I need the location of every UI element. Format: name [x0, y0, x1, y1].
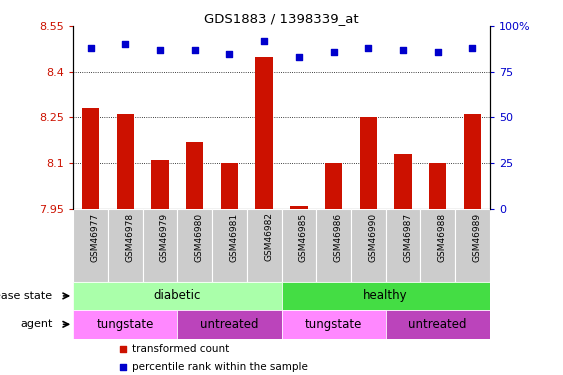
Text: diabetic: diabetic [154, 290, 201, 302]
Text: GSM46977: GSM46977 [91, 212, 100, 261]
Bar [177, 310, 282, 339]
Bar [256, 57, 273, 209]
Point [86, 45, 95, 51]
Point [120, 42, 129, 48]
Text: GSM46978: GSM46978 [125, 212, 134, 261]
Text: tungstate: tungstate [97, 318, 154, 331]
Text: GSM46986: GSM46986 [333, 212, 342, 261]
Text: GSM46987: GSM46987 [403, 212, 412, 261]
Bar [73, 310, 177, 339]
Bar [325, 163, 342, 209]
Bar [82, 108, 99, 209]
Text: healthy: healthy [363, 290, 408, 302]
Bar [117, 114, 134, 209]
Point [329, 49, 338, 55]
Text: GSM46989: GSM46989 [472, 212, 481, 261]
Bar [394, 154, 412, 209]
Text: untreated: untreated [409, 318, 467, 331]
Text: GSM46985: GSM46985 [299, 212, 308, 261]
Point [225, 51, 234, 57]
Bar [282, 282, 490, 310]
Text: percentile rank within the sample: percentile rank within the sample [132, 362, 307, 372]
Point [119, 364, 128, 370]
Bar [108, 209, 142, 282]
Bar [142, 209, 177, 282]
Bar [151, 160, 169, 209]
Bar [429, 163, 446, 209]
Bar [351, 209, 386, 282]
Text: GSM46980: GSM46980 [195, 212, 204, 261]
Point [155, 47, 164, 53]
Bar [464, 114, 481, 209]
Bar [212, 209, 247, 282]
Text: agent: agent [20, 319, 52, 329]
Text: GSM46990: GSM46990 [368, 212, 377, 261]
Text: untreated: untreated [200, 318, 258, 331]
Bar [386, 209, 421, 282]
Point [190, 47, 199, 53]
Bar [177, 209, 212, 282]
Text: GSM46982: GSM46982 [264, 212, 273, 261]
Point [434, 49, 443, 55]
Point [119, 346, 128, 352]
Bar [221, 163, 238, 209]
Bar [186, 142, 203, 209]
Bar [360, 117, 377, 209]
Point [364, 45, 373, 51]
Bar [73, 209, 108, 282]
Bar [386, 310, 490, 339]
Text: disease state: disease state [0, 291, 52, 301]
Bar [455, 209, 490, 282]
Text: GSM46981: GSM46981 [230, 212, 238, 261]
Point [468, 45, 477, 51]
Bar [73, 282, 282, 310]
Text: GSM46988: GSM46988 [438, 212, 446, 261]
Bar [282, 209, 316, 282]
Text: GSM46979: GSM46979 [160, 212, 169, 261]
Bar [316, 209, 351, 282]
Bar [290, 206, 307, 209]
Point [260, 38, 269, 44]
Bar [282, 310, 386, 339]
Bar [421, 209, 455, 282]
Text: transformed count: transformed count [132, 344, 229, 354]
Bar [247, 209, 282, 282]
Point [294, 54, 303, 60]
Text: tungstate: tungstate [305, 318, 362, 331]
Title: GDS1883 / 1398339_at: GDS1883 / 1398339_at [204, 12, 359, 25]
Point [399, 47, 408, 53]
